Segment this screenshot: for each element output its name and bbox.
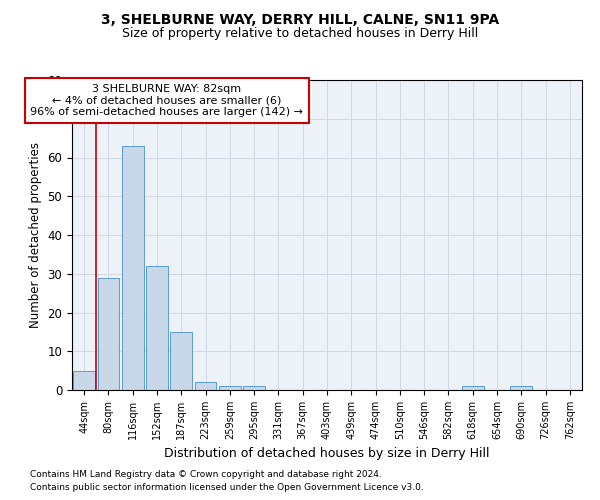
Bar (170, 332, 192, 390)
Bar (194, 382, 217, 390)
Bar (219, 386, 241, 390)
Text: Size of property relative to detached houses in Derry Hill: Size of property relative to detached ho… (122, 28, 478, 40)
Text: Contains HM Land Registry data © Crown copyright and database right 2024.: Contains HM Land Registry data © Crown c… (30, 470, 382, 479)
Text: Contains public sector information licensed under the Open Government Licence v3: Contains public sector information licen… (30, 483, 424, 492)
Text: 3, SHELBURNE WAY, DERRY HILL, CALNE, SN11 9PA: 3, SHELBURNE WAY, DERRY HILL, CALNE, SN1… (101, 12, 499, 26)
Bar (511, 386, 532, 390)
X-axis label: Distribution of detached houses by size in Derry Hill: Distribution of detached houses by size … (164, 448, 490, 460)
Bar (462, 386, 484, 390)
Text: 3 SHELBURNE WAY: 82sqm
← 4% of detached houses are smaller (6)
96% of semi-detac: 3 SHELBURNE WAY: 82sqm ← 4% of detached … (30, 84, 303, 117)
Bar (146, 266, 168, 390)
Bar (122, 146, 143, 390)
Y-axis label: Number of detached properties: Number of detached properties (29, 142, 42, 328)
Bar (73, 370, 95, 390)
Bar (97, 278, 119, 390)
Bar (243, 386, 265, 390)
